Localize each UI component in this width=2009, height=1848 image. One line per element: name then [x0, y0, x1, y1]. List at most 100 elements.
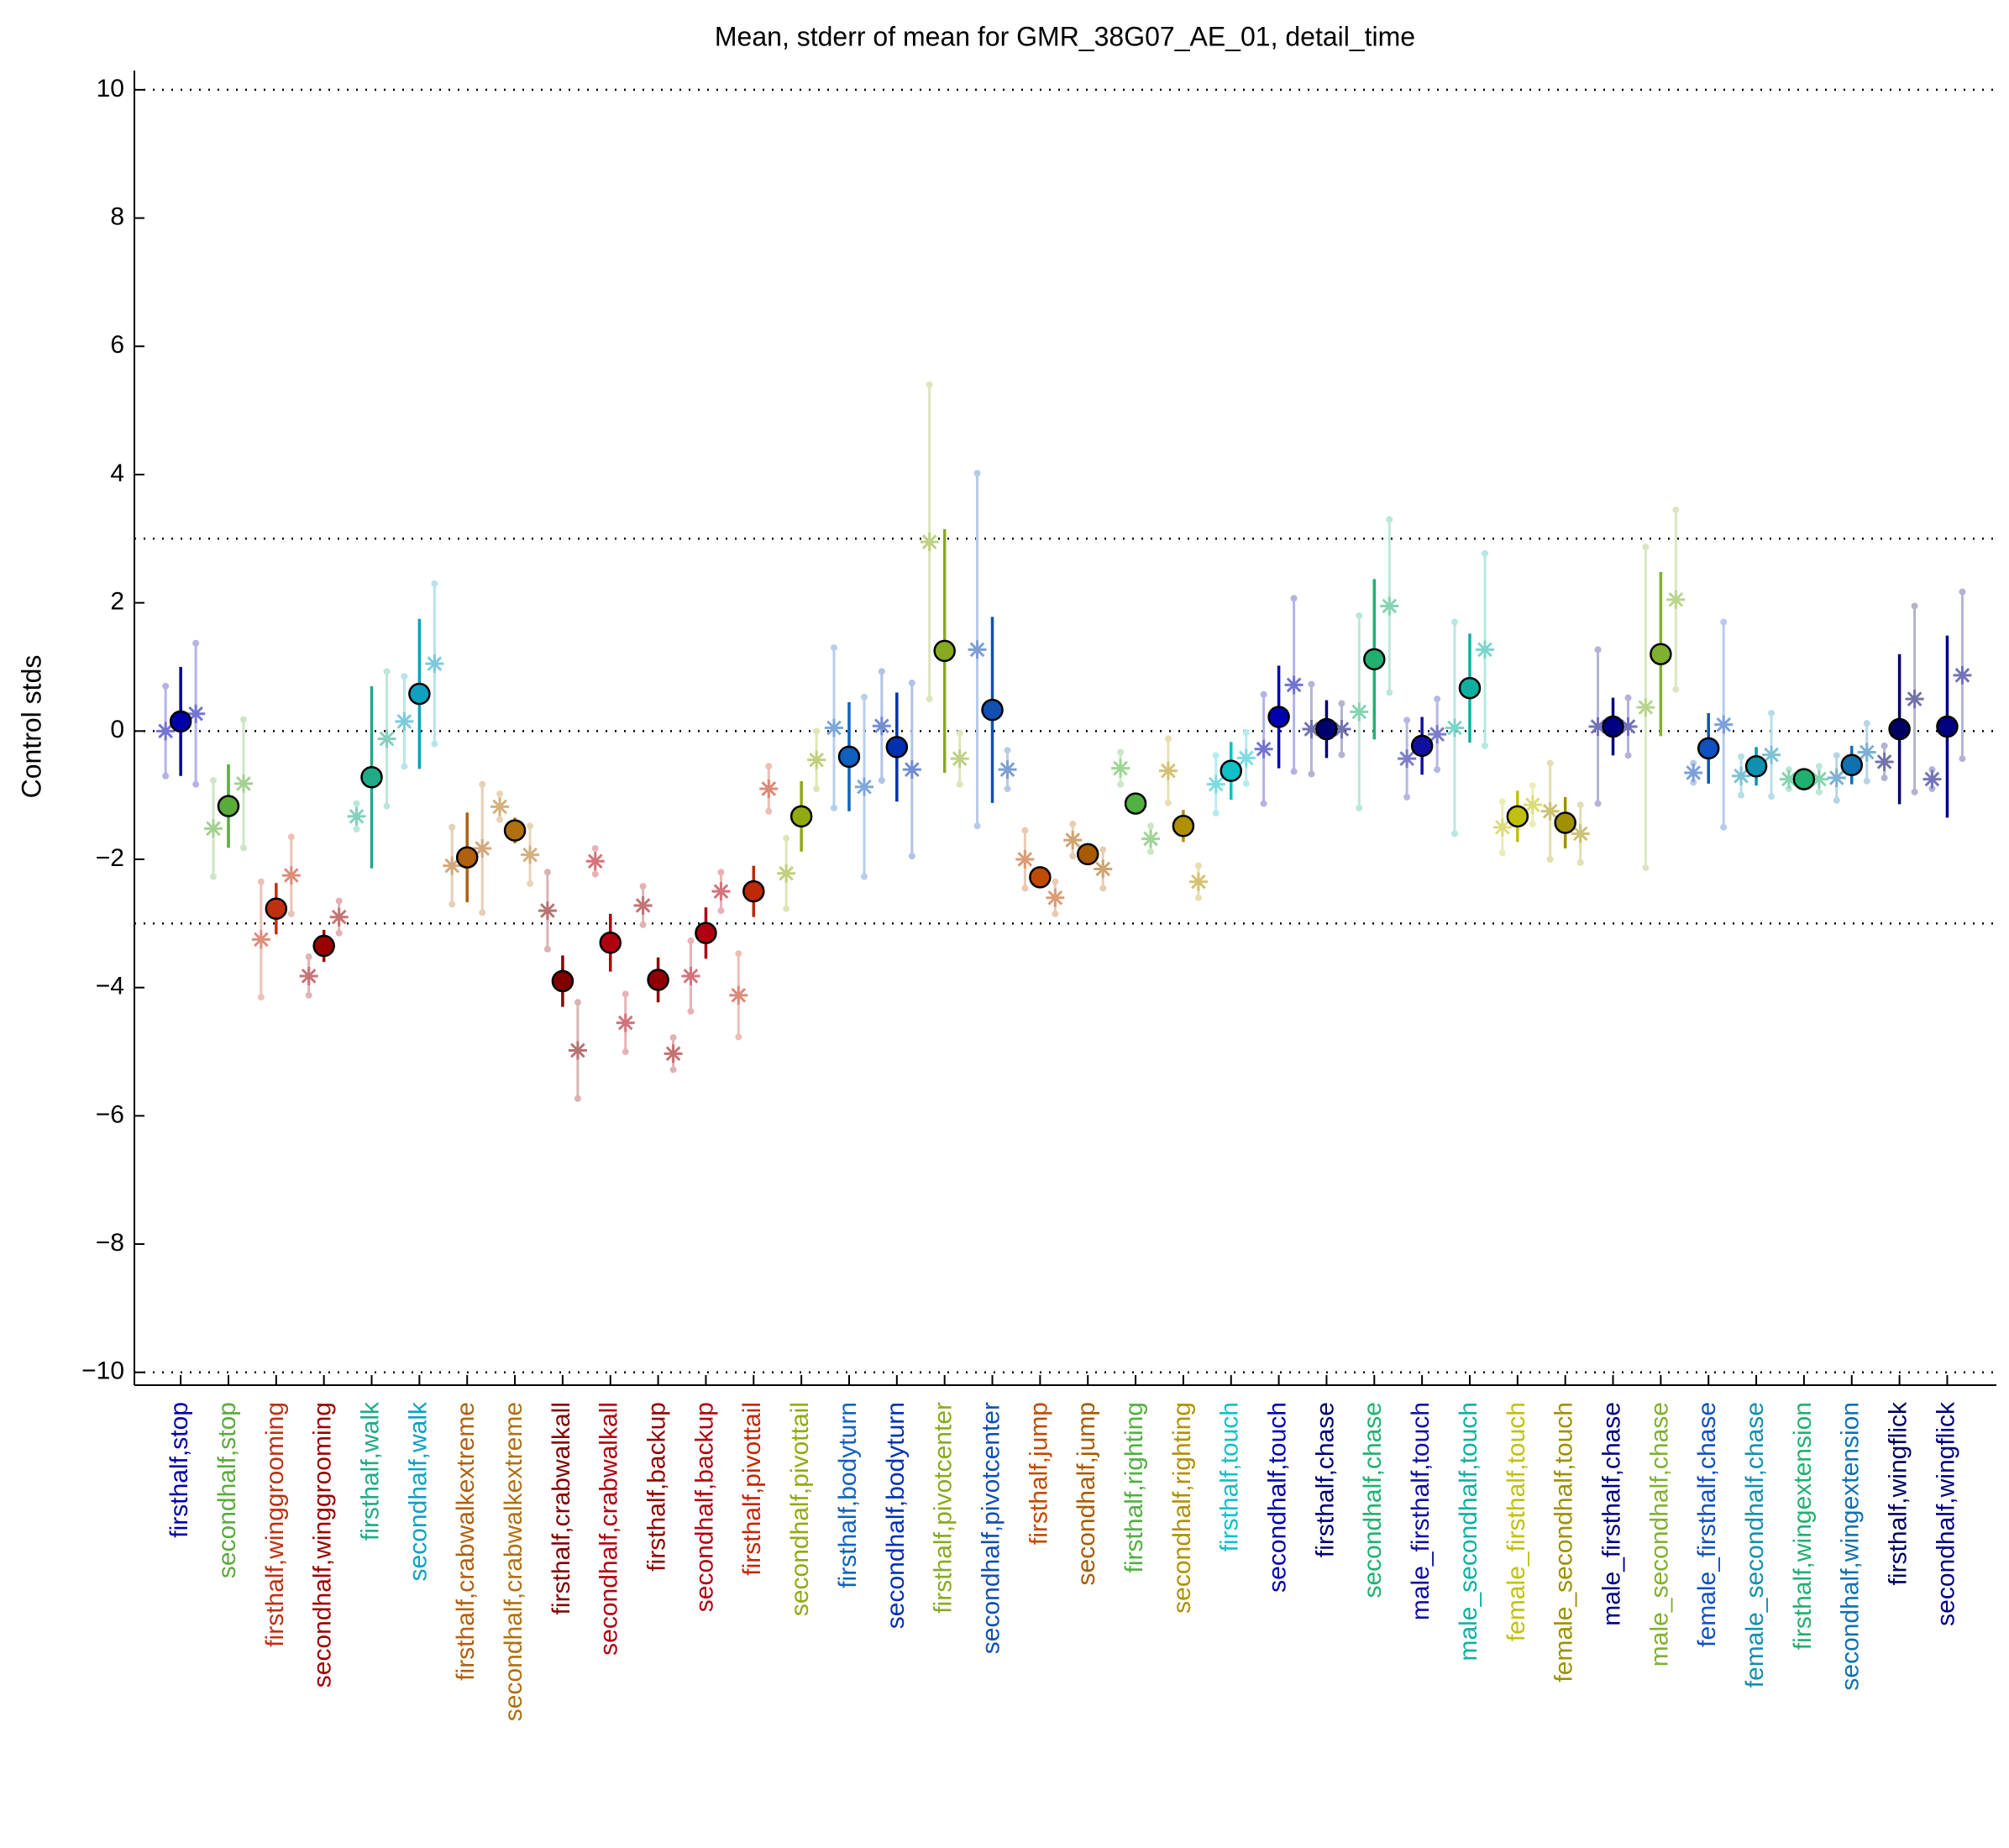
mean-point: [647, 969, 669, 991]
side-point: [568, 1041, 587, 1060]
side-error-cap: [287, 910, 295, 917]
side-error-cap: [1959, 588, 1966, 596]
x-tick-label: secondhalf,walk: [404, 1401, 432, 1581]
side-error-cap: [639, 921, 647, 928]
side-point: [299, 966, 318, 985]
side-error-cap: [574, 1095, 581, 1102]
side-error-cap: [1481, 742, 1488, 749]
mean-point: [360, 766, 383, 789]
mean-point: [885, 736, 909, 759]
y-tick-label: −2: [96, 844, 124, 872]
side-error-cap: [956, 729, 963, 737]
side-error-cap: [1069, 821, 1077, 828]
side-error-cap: [1529, 821, 1536, 828]
side-point: [1094, 859, 1113, 879]
side-error-cap: [527, 822, 534, 830]
x-tick-label: female_secondhalf,touch: [1550, 1402, 1578, 1683]
side-point: [824, 718, 843, 738]
side-point: [1588, 717, 1608, 736]
side-error-cap: [431, 580, 438, 587]
side-point: [395, 711, 414, 731]
x-tick-label: male_secondhalf,chase: [1645, 1402, 1673, 1667]
side-error-cap: [1212, 752, 1220, 759]
side-point: [777, 864, 796, 883]
mean-point: [408, 682, 431, 706]
x-tick-label: female_firsthalf,chase: [1693, 1402, 1721, 1647]
side-error-cap: [1021, 885, 1029, 892]
x-tick-label: secondhalf,wingextension: [1837, 1402, 1865, 1691]
side-error-cap: [717, 907, 725, 915]
side-error-cap: [973, 822, 981, 830]
side-point: [347, 806, 366, 826]
side-point: [1762, 745, 1781, 764]
side-error-cap: [1880, 774, 1888, 782]
side-error-cap: [162, 682, 170, 690]
side-error-cap: [1069, 853, 1077, 860]
mean-point: [742, 879, 765, 903]
side-error-cap: [973, 470, 981, 477]
y-tick-label: 4: [110, 459, 124, 487]
y-tick-label: −4: [96, 973, 124, 1000]
side-point: [1046, 888, 1065, 907]
x-tick-label: secondhalf,pivotcenter: [977, 1402, 1004, 1654]
side-point: [281, 866, 301, 885]
side-point: [902, 760, 921, 780]
side-point: [1523, 795, 1542, 815]
side-error-cap: [1194, 862, 1202, 869]
side-error-cap: [383, 802, 391, 810]
side-error-cap: [353, 800, 360, 807]
mean-point: [1172, 815, 1195, 837]
mean-point: [1554, 811, 1576, 834]
side-error-cap: [1338, 751, 1345, 759]
side-point: [1953, 665, 1972, 685]
side-error-cap: [1290, 595, 1298, 602]
side-point: [759, 780, 779, 799]
side-error-cap: [813, 727, 821, 735]
side-error-cap: [479, 909, 486, 916]
side-error-cap: [1338, 700, 1345, 707]
side-error-cap: [622, 990, 629, 998]
side-point: [1732, 766, 1751, 785]
side-point: [1492, 817, 1512, 837]
side-error-cap: [1403, 717, 1411, 724]
x-tick-label: firsthalf,crabwalkextreme: [452, 1402, 480, 1681]
x-tick-label: firsthalf,wingextension: [1789, 1402, 1817, 1650]
side-error-cap: [574, 999, 581, 1006]
side-error-cap: [1117, 780, 1125, 788]
side-point: [473, 839, 492, 858]
side-error-cap: [1576, 801, 1584, 809]
side-point: [1158, 761, 1178, 780]
side-point: [920, 533, 939, 552]
side-point: [872, 717, 891, 736]
side-error-cap: [1529, 782, 1536, 790]
side-error-cap: [383, 668, 391, 675]
y-tick-label: 10: [97, 75, 124, 102]
side-error-cap: [543, 869, 551, 876]
y-tick-label: 8: [110, 203, 124, 231]
mean-point: [1076, 843, 1099, 866]
side-error-cap: [448, 823, 456, 831]
x-tick-label: secondhalf,pivottail: [786, 1402, 814, 1616]
side-error-cap: [830, 804, 837, 811]
x-tick-label: female_secondhalf,chase: [1741, 1402, 1769, 1688]
mean-point: [1650, 643, 1672, 665]
side-point: [1350, 702, 1369, 722]
side-error-cap: [687, 937, 695, 944]
x-tick-label: firsthalf,pivottail: [738, 1402, 766, 1576]
x-tick-label: secondhalf,touch: [1264, 1402, 1292, 1593]
mean-point: [265, 897, 288, 921]
side-point: [156, 722, 176, 741]
mean-point: [1363, 648, 1386, 671]
side-error-cap: [1546, 759, 1554, 767]
mean-point: [1267, 706, 1290, 728]
side-error-cap: [1194, 894, 1202, 901]
side-error-cap: [305, 991, 312, 999]
side-point: [1636, 698, 1655, 717]
mean-point: [789, 805, 813, 828]
x-tick-label: female_firsthalf,touch: [1503, 1402, 1530, 1641]
side-error-cap: [735, 1033, 742, 1041]
side-error-cap: [622, 1048, 629, 1056]
side-point: [233, 774, 253, 793]
mean-point: [503, 819, 527, 842]
side-error-cap: [1815, 788, 1823, 795]
